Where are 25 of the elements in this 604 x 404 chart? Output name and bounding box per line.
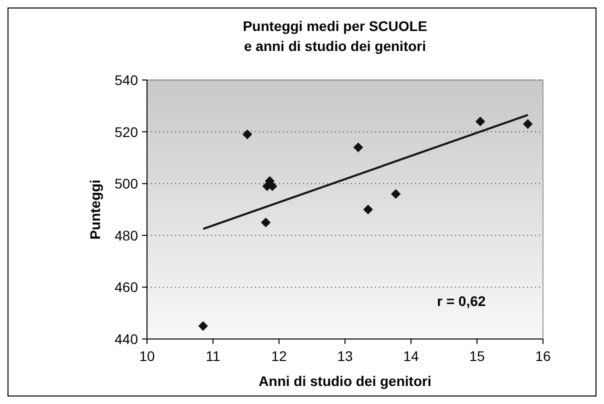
y-axis-title: Punteggi [87, 180, 103, 240]
y-tick-label: 440 [114, 331, 138, 347]
x-tick-label: 10 [139, 348, 155, 364]
x-tick-label: 15 [469, 348, 485, 364]
y-tick-label: 540 [114, 72, 138, 88]
point [260, 218, 271, 228]
point [353, 142, 364, 152]
point [475, 116, 486, 126]
point [363, 204, 373, 214]
x-tick-label: 11 [206, 348, 220, 364]
x-tick-label: 16 [535, 348, 551, 364]
x-tick-label: 12 [271, 348, 287, 364]
point [242, 130, 252, 140]
x-axis-title: Anni di studio dei genitori [258, 373, 432, 389]
point [522, 119, 533, 129]
y-tick-label: 520 [114, 124, 138, 140]
annotation: r = 0,62 [437, 293, 486, 309]
y-tick-label: 500 [114, 176, 138, 192]
point [198, 321, 208, 331]
y-tick-label: 460 [114, 279, 138, 296]
x-tick-label: 14 [403, 348, 419, 364]
x-tick-label: 13 [337, 348, 353, 364]
y-tick-label: 480 [114, 227, 138, 244]
point [390, 189, 401, 199]
chart-title: Punteggi medi per SCUOLE e anni di studio dei genitori [242, 18, 428, 54]
